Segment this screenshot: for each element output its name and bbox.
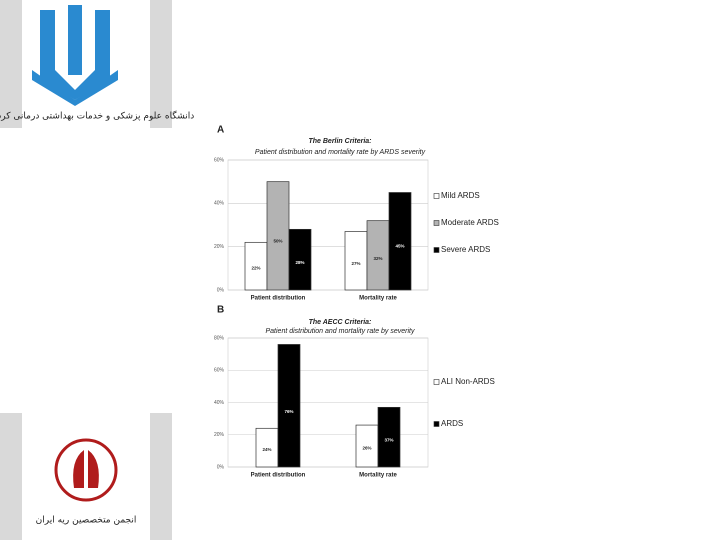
- value-label: 37%: [384, 437, 393, 442]
- side-bar: [0, 0, 22, 128]
- side-bar: [0, 413, 22, 540]
- panel-label: B: [217, 305, 224, 316]
- legend-swatch: [433, 421, 440, 427]
- value-label: 28%: [295, 260, 304, 265]
- side-bar: [150, 0, 172, 128]
- bar: [377, 406, 401, 468]
- legend-swatch: [433, 247, 440, 253]
- y-tick-label: 0%: [217, 464, 225, 470]
- chart-subtitle: Patient distribution and mortality rate …: [255, 149, 426, 156]
- value-label: 45%: [395, 243, 404, 248]
- legend-label: Moderate ARDS: [441, 218, 499, 227]
- bar: [288, 228, 312, 291]
- y-tick-label: 60%: [214, 368, 225, 374]
- legend-swatch: [433, 193, 440, 199]
- value-label: 32%: [373, 256, 382, 261]
- chart-title: The AECC Criteria:: [309, 319, 372, 326]
- y-tick-label: 80%: [214, 335, 225, 341]
- y-tick-label: 20%: [214, 244, 225, 250]
- society-logo: انجمن متخصصین ریه ایران: [36, 438, 137, 526]
- side-bar: [150, 413, 172, 540]
- x-tick-label: Patient distribution: [251, 296, 306, 302]
- x-tick-label: Mortality rate: [359, 473, 397, 479]
- value-label: 26%: [362, 445, 371, 450]
- y-tick-label: 20%: [214, 432, 225, 438]
- y-tick-label: 40%: [214, 201, 225, 207]
- legend-label: ALI Non-ARDS: [441, 377, 495, 386]
- chart-title: The Berlin Criteria:: [308, 138, 371, 145]
- x-tick-label: Patient distribution: [251, 473, 306, 479]
- society-name: انجمن متخصصین ریه ایران: [36, 516, 137, 526]
- legend-swatch: [433, 379, 440, 385]
- legend-label: Mild ARDS: [441, 191, 480, 200]
- legend-label: ARDS: [441, 419, 463, 428]
- value-label: 27%: [351, 261, 360, 266]
- legend-swatch: [433, 220, 440, 226]
- value-label: 22%: [251, 266, 260, 271]
- y-tick-label: 60%: [214, 157, 225, 163]
- y-tick-label: 40%: [214, 400, 225, 406]
- value-label: 50%: [273, 238, 282, 243]
- university-name: دانشگاه علوم پزشکی و خدمات بهداشتی درمان…: [0, 110, 194, 122]
- bar: [277, 344, 301, 468]
- bar: [266, 181, 290, 291]
- panel-label: A: [217, 125, 224, 136]
- chart-subtitle: Patient distribution and mortality rate …: [265, 328, 415, 335]
- value-label: 76%: [284, 409, 293, 414]
- y-tick-label: 0%: [217, 287, 225, 293]
- bar: [388, 192, 412, 291]
- legend-label: Severe ARDS: [441, 245, 490, 254]
- university-logo: دانشگاه علوم پزشکی و خدمات بهداشتی درمان…: [0, 5, 194, 122]
- x-tick-label: Mortality rate: [359, 296, 397, 302]
- value-label: 24%: [262, 447, 271, 452]
